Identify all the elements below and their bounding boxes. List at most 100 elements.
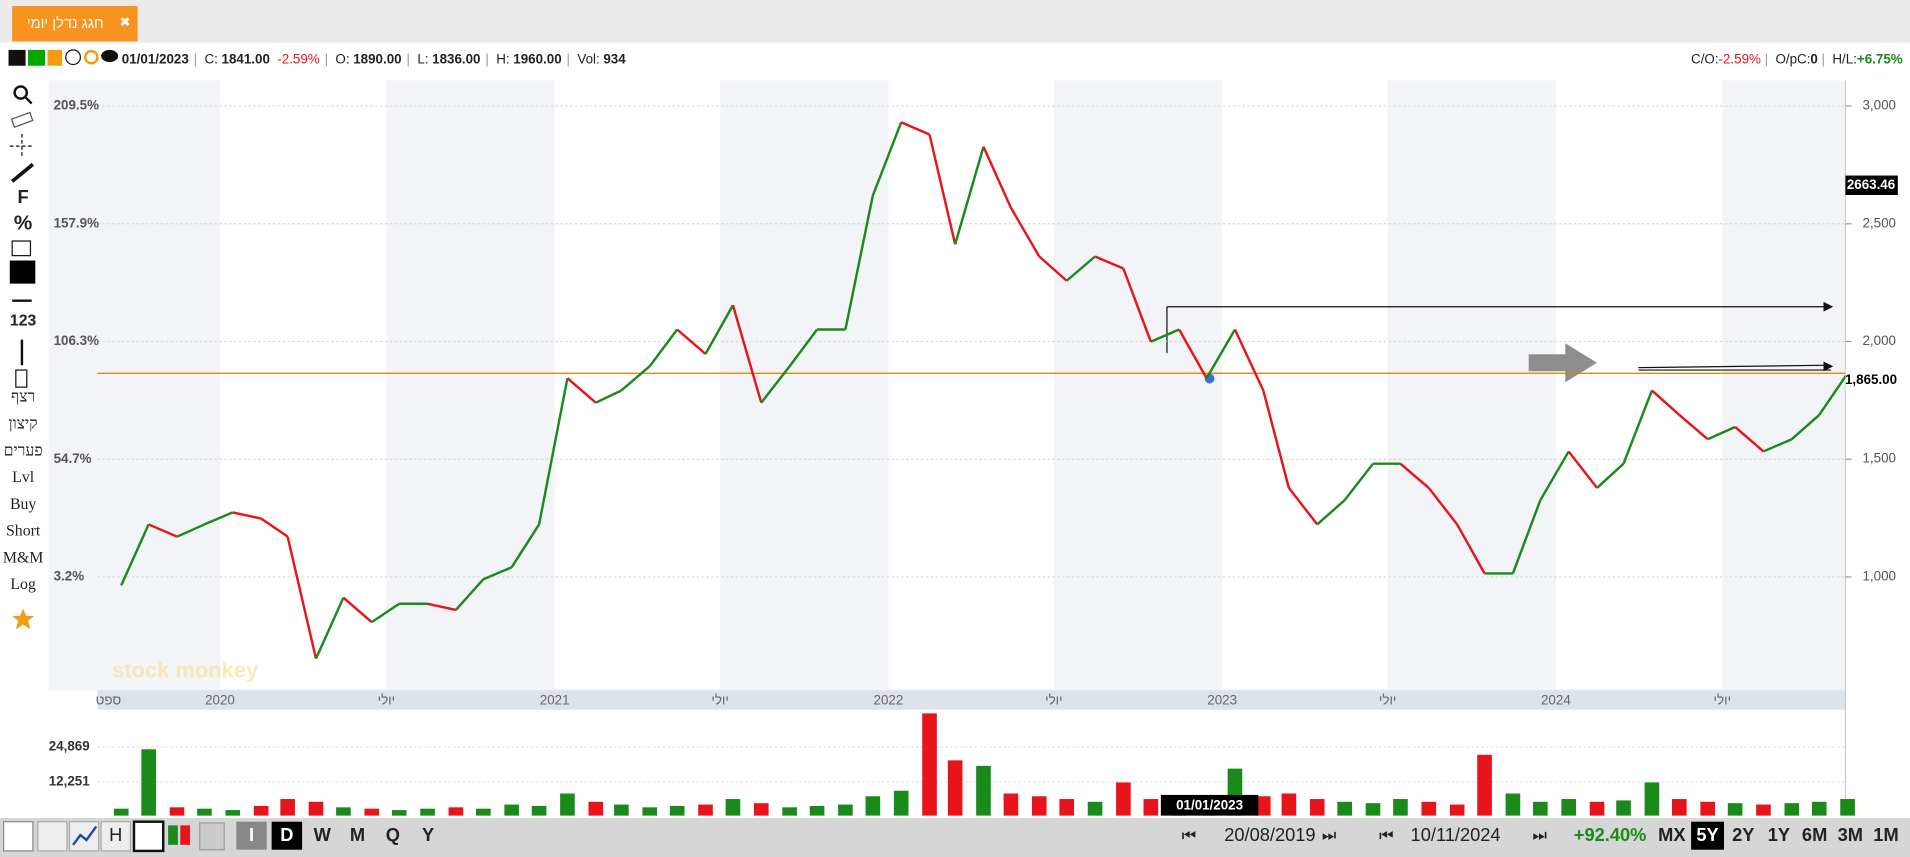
value-tag-label: 2663.46 — [1847, 177, 1895, 192]
nav[interactable]: ⏭ — [1322, 827, 1336, 844]
range-button[interactable] — [1655, 821, 1689, 850]
price-segment — [1511, 499, 1542, 574]
interval-label: M — [350, 824, 365, 845]
interval-label: Q — [386, 824, 400, 845]
header-icons — [8, 49, 119, 66]
volume-bar — [753, 803, 769, 816]
volume-bar — [838, 804, 853, 816]
star-icon[interactable] — [12, 608, 35, 630]
range-button[interactable] — [1726, 821, 1760, 850]
tool-label[interactable]: Short — [6, 523, 41, 540]
tool-label[interactable]: 123 — [10, 313, 37, 330]
volume-bar — [531, 805, 547, 816]
range-label: 6M — [1802, 824, 1827, 845]
tool-label[interactable]: % — [14, 211, 32, 234]
color-icon[interactable] — [9, 260, 36, 284]
save-button[interactable] — [199, 822, 225, 851]
edit-icon[interactable] — [11, 240, 32, 257]
volume-bar — [1393, 799, 1408, 816]
nav[interactable]: ⏮ — [1379, 827, 1393, 844]
price-segment — [620, 365, 651, 392]
range-button[interactable] — [1762, 821, 1796, 850]
tool-label[interactable]: קיצון — [9, 415, 38, 432]
price-segment — [844, 195, 875, 330]
volume-bar — [725, 799, 741, 816]
volume-bar — [588, 801, 604, 816]
interval-button[interactable] — [412, 821, 444, 850]
volume-pane — [48, 712, 1846, 816]
start-date[interactable]: 20/08/2019 — [1224, 824, 1315, 845]
range-button[interactable] — [1869, 821, 1903, 850]
tool-label[interactable]: רצף — [11, 389, 35, 406]
end-date[interactable]: 10/11/2024 — [1411, 824, 1501, 845]
tool-label[interactable]: F — [18, 186, 29, 207]
interval-button[interactable] — [342, 821, 373, 850]
nav[interactable]: ⏭ — [1533, 827, 1547, 844]
nav[interactable]: ⏮ — [1182, 827, 1196, 844]
volume-bar — [809, 805, 825, 816]
price-segment — [1178, 328, 1208, 379]
icon[interactable] — [8, 49, 26, 66]
price-segment — [788, 328, 819, 367]
tool-label[interactable]: פערים — [4, 442, 43, 459]
volume-bar — [391, 810, 407, 816]
price-segment — [1651, 389, 1681, 416]
price-segment — [1343, 462, 1374, 501]
icon[interactable] — [84, 49, 99, 65]
volume-bar — [1727, 803, 1743, 816]
interval-label: W — [314, 824, 332, 845]
volume-bar — [1309, 799, 1325, 816]
price-segment — [1678, 414, 1709, 441]
candle-icon[interactable] — [15, 369, 28, 388]
icon[interactable] — [65, 49, 82, 66]
volume-bar — [642, 807, 658, 816]
volume-bar — [1143, 799, 1159, 816]
interval-button[interactable] — [236, 821, 267, 850]
price-segment — [1790, 414, 1821, 441]
tool-label[interactable]: M&M — [3, 549, 43, 566]
icon[interactable] — [47, 49, 63, 66]
tool-label[interactable]: Log — [10, 576, 36, 593]
eraser-icon[interactable] — [10, 111, 34, 128]
range-button[interactable] — [1691, 821, 1724, 850]
trend-line — [1638, 364, 1831, 369]
range-button[interactable] — [1798, 821, 1832, 850]
volume-tick-label: 24,869 — [49, 738, 90, 753]
color-button[interactable] — [168, 825, 178, 845]
tab-title: חגג נדלן יומי — [27, 15, 104, 32]
range-button[interactable] — [1833, 821, 1867, 850]
y-tick-label: 2,000 — [1862, 333, 1895, 348]
volume-bar — [1505, 793, 1521, 816]
tool-label[interactable]: Lvl — [12, 469, 35, 486]
line-icon[interactable] — [11, 162, 35, 183]
h-button[interactable] — [100, 821, 131, 852]
zoom-icon[interactable] — [13, 85, 29, 100]
color-button[interactable] — [180, 825, 191, 845]
line-button[interactable] — [68, 821, 100, 852]
candle-button[interactable] — [3, 821, 34, 852]
ohlc-button[interactable] — [37, 821, 68, 852]
interval-button[interactable] — [306, 821, 338, 850]
header-stats: C/O:-2.59% | O/pC:0 | H/L:+6.75% — [1691, 51, 1903, 66]
header-info: 01/01/2023 | C: 1841.00 -2.59% | O: 1890.00 |… — [122, 51, 626, 66]
zoom-icon[interactable] — [24, 96, 33, 105]
x-tick-label: 2022 — [874, 693, 904, 708]
volume-bar — [1421, 801, 1437, 816]
tool-label[interactable]: Buy — [10, 496, 36, 513]
price-segment — [731, 304, 763, 404]
volume-bar — [698, 804, 713, 816]
line-icon — [72, 825, 98, 846]
price-segment — [342, 596, 373, 624]
volume-bar — [1003, 793, 1019, 816]
y-tick-label: 2,500 — [1862, 215, 1895, 230]
icon[interactable] — [28, 49, 46, 66]
tab[interactable] — [12, 6, 138, 42]
volume-bar — [225, 810, 241, 816]
x-tick-label: ספט — [96, 693, 122, 708]
interval-button[interactable] — [271, 821, 303, 850]
interval-button[interactable] — [377, 821, 409, 850]
tab-close[interactable]: ✖ — [119, 15, 130, 30]
u-button[interactable] — [132, 820, 165, 853]
range-label: 2Y — [1732, 824, 1754, 845]
icon[interactable] — [101, 49, 119, 63]
